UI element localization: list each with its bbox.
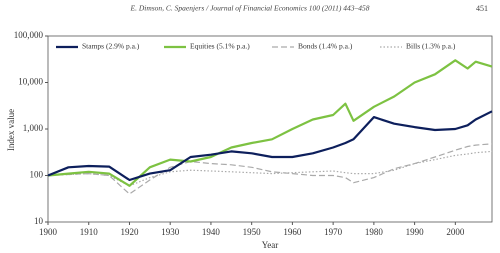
- x-axis-label: Year: [262, 240, 279, 250]
- y-tick-label: 100,000: [14, 30, 44, 40]
- x-tick-label: 1950: [243, 227, 262, 237]
- y-tick-label: 100: [30, 170, 44, 180]
- series-line: [47, 59, 493, 187]
- x-tick-label: 1990: [406, 227, 425, 237]
- x-tick-label: 1930: [161, 227, 180, 237]
- y-tick-label: 10: [34, 216, 44, 226]
- x-tick-label: 1940: [202, 227, 221, 237]
- x-tick-label: 1960: [283, 227, 302, 237]
- header-citation: E. Dimson, C. Spaenjers / Journal of Fin…: [129, 4, 369, 13]
- x-tick-label: 1970: [324, 227, 343, 237]
- series-line: [47, 110, 493, 182]
- legend-label: Bonds (1.4% p.a.): [298, 42, 353, 51]
- x-tick-label: 1980: [365, 227, 384, 237]
- y-axis-label: Index value: [6, 109, 16, 151]
- legend-label: Equities (5.1% p.a.): [190, 42, 250, 51]
- y-tick-label: 1,000: [23, 123, 44, 133]
- x-tick-label: 1910: [80, 227, 99, 237]
- series-line: [47, 143, 493, 195]
- legend-label: Bills (1.3% p.a.): [406, 42, 456, 51]
- legend-label: Stamps (2.9% p.a.): [82, 42, 140, 51]
- x-tick-label: 1920: [120, 227, 139, 237]
- x-tick-label: 1900: [39, 227, 58, 237]
- x-tick-label: 2000: [446, 227, 465, 237]
- page-number: 451: [476, 4, 488, 13]
- y-tick-label: 10,000: [18, 77, 43, 87]
